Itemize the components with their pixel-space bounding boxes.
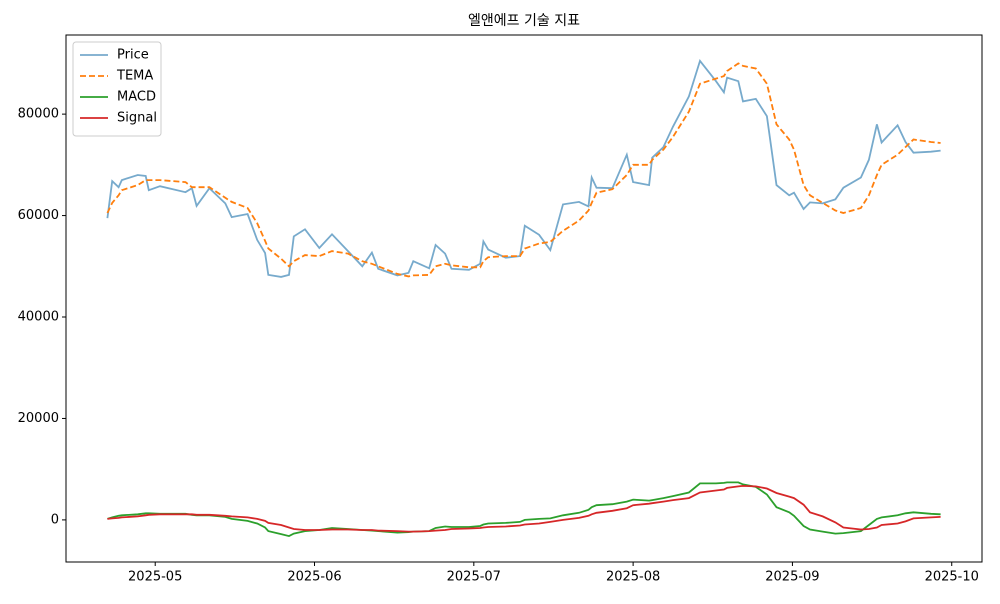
x-tick-label: 2025-09 (765, 570, 819, 585)
series-line (107, 481, 941, 538)
plot-frame (65, 34, 983, 563)
y-tick-label: 20000 (18, 411, 59, 426)
series-line (107, 484, 941, 533)
legend-label: MACD (117, 90, 156, 105)
legend-label: TEMA (116, 69, 153, 84)
legend-box (72, 41, 162, 137)
chart-title: 엘앤에프 기술 지표 (468, 13, 580, 29)
x-tick-label: 2025-10 (925, 570, 979, 585)
legend-label: Price (117, 48, 149, 63)
y-tick-label: 80000 (18, 107, 59, 122)
y-tick-label: 60000 (18, 208, 59, 223)
y-tick-label: 0 (51, 512, 59, 527)
series-line (106, 59, 941, 278)
y-tick-label: 40000 (18, 310, 59, 325)
x-tick-label: 2025-08 (606, 570, 660, 585)
legend-label: Signal (117, 111, 157, 126)
x-tick-label: 2025-05 (128, 570, 182, 585)
series-line (106, 62, 941, 278)
x-tick-label: 2025-06 (287, 570, 341, 585)
x-tick-label: 2025-07 (447, 570, 501, 585)
